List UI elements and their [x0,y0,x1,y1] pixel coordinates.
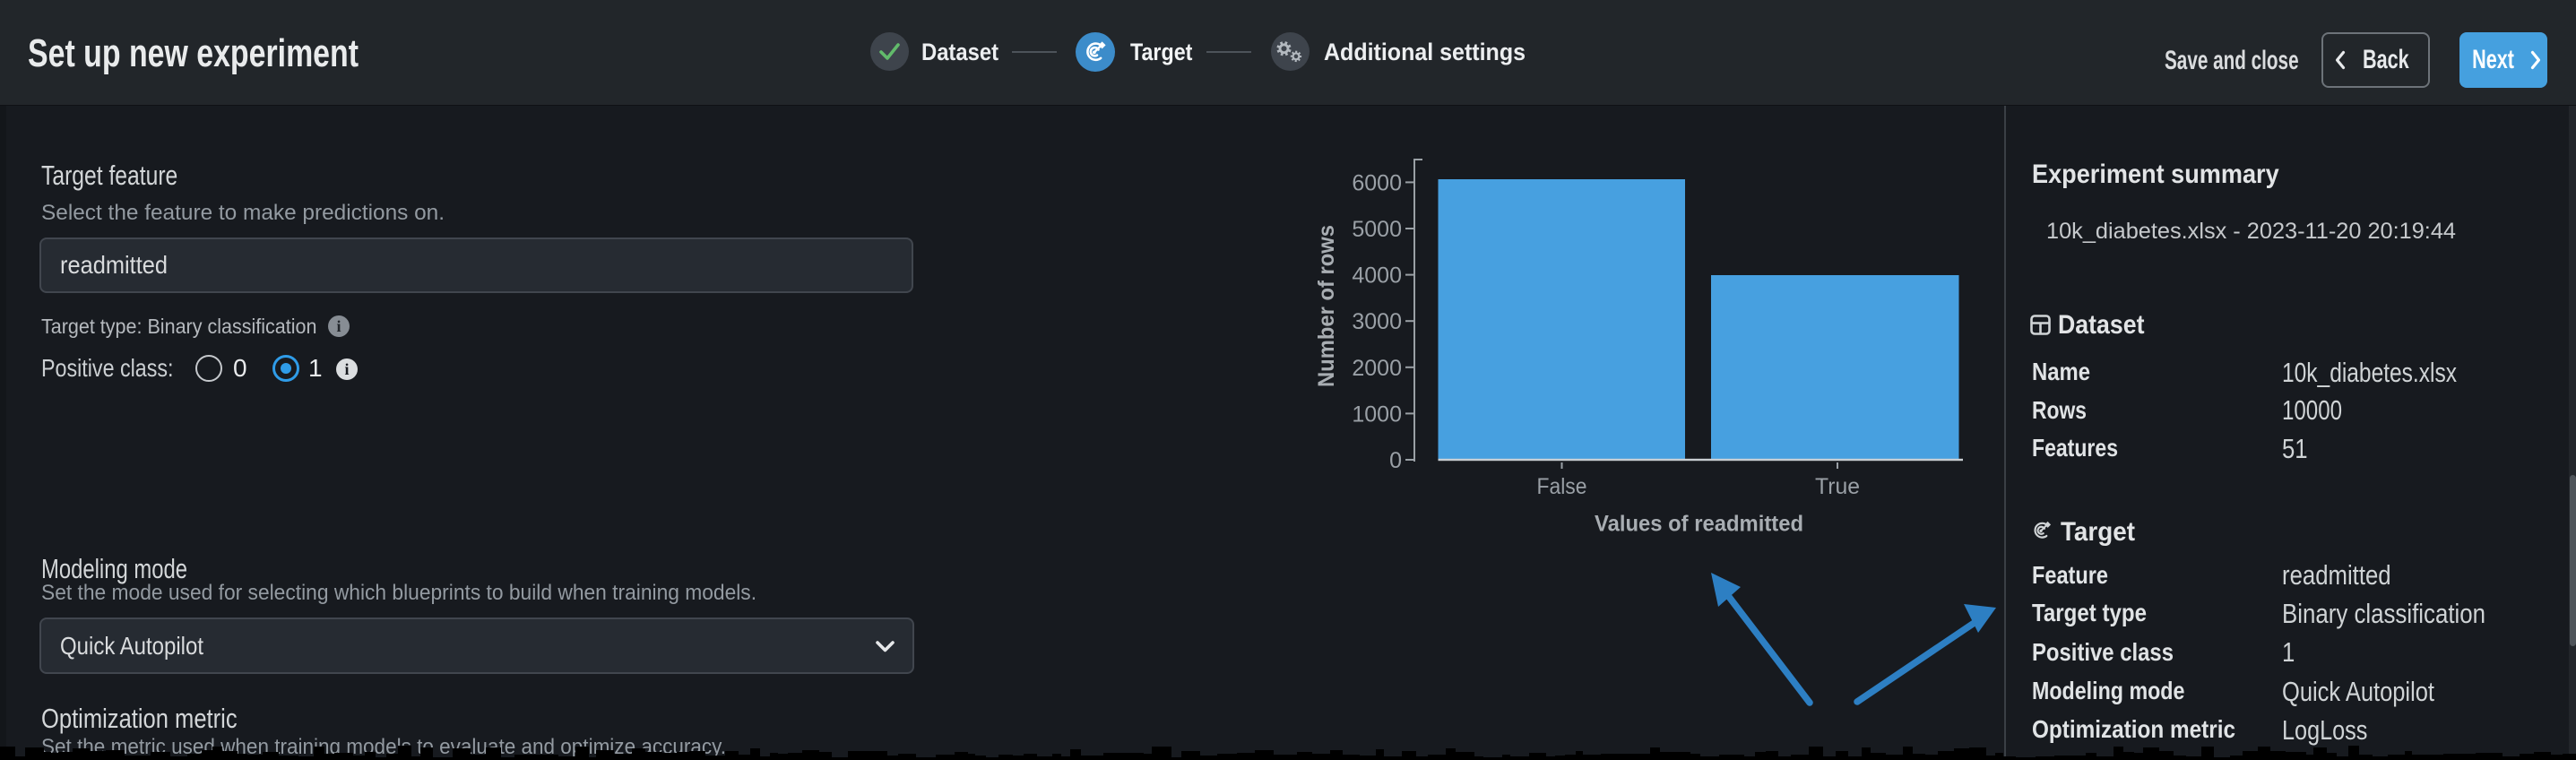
svg-text:Values of readmitted: Values of readmitted [1595,512,1803,537]
svg-text:0: 0 [1389,448,1402,473]
svg-text:4000: 4000 [1352,263,1402,289]
svg-text:3000: 3000 [1352,309,1402,334]
svg-text:6000: 6000 [1352,170,1402,195]
svg-text:5000: 5000 [1352,217,1402,242]
svg-text:True: True [1815,474,1860,499]
svg-text:2000: 2000 [1352,356,1402,381]
svg-text:1000: 1000 [1352,402,1402,427]
svg-text:Number of rows: Number of rows [1314,225,1339,387]
svg-text:False: False [1537,474,1587,499]
